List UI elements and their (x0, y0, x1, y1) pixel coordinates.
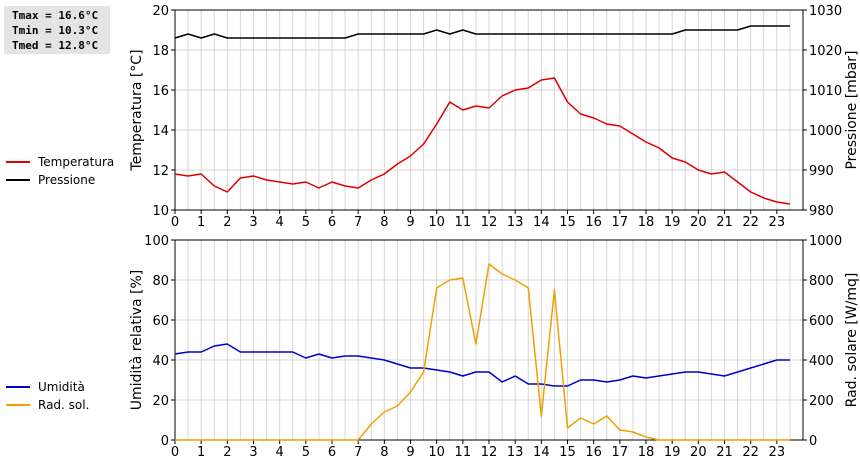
x-tick-label: 0 (171, 215, 179, 230)
x-tick-label: 17 (612, 215, 629, 230)
stats-tmed: Tmed = 12.8°C (12, 39, 99, 52)
x-tick-label: 13 (507, 445, 524, 460)
x-tick-label: 23 (769, 215, 786, 230)
x-tick-label: 4 (276, 215, 284, 230)
y2-tick-label: 200 (809, 394, 834, 409)
series-line-pressione (174, 25, 790, 39)
x-tick-label: 5 (302, 215, 310, 230)
x-tick-label: 18 (638, 445, 655, 460)
y2-tick-label: 980 (809, 204, 834, 219)
x-tick-label: 19 (664, 215, 681, 230)
x-tick-label: 22 (742, 445, 759, 460)
y-tick-label: 12 (152, 164, 169, 179)
y-tick-label: 60 (152, 314, 169, 329)
y-tick-label: 14 (152, 124, 169, 139)
y-tick-label: 20 (152, 4, 169, 19)
y-tick-label: 16 (152, 84, 169, 99)
x-tick-label: 10 (428, 445, 445, 460)
x-tick-label: 8 (380, 215, 388, 230)
legend-label-rad-sol: Rad. sol. (38, 398, 89, 412)
x-tick-label: 15 (559, 215, 576, 230)
y-tick-label: 100 (144, 234, 169, 249)
x-tick-label: 1 (197, 445, 205, 460)
x-tick-label: 2 (223, 215, 231, 230)
y2-tick-label: 400 (809, 354, 834, 369)
x-tick-label: 23 (769, 445, 786, 460)
y-tick-label: 18 (152, 44, 169, 59)
x-tick-label: 13 (507, 215, 524, 230)
y-axis-title: Umidità relativa [%] (129, 270, 145, 411)
x-tick-label: 10 (428, 215, 445, 230)
x-tick-label: 6 (328, 215, 336, 230)
x-tick-label: 11 (455, 445, 472, 460)
x-tick-label: 5 (302, 445, 310, 460)
y-tick-label: 40 (152, 354, 169, 369)
x-tick-label: 16 (585, 215, 602, 230)
x-tick-label: 6 (328, 445, 336, 460)
x-tick-label: 12 (481, 445, 498, 460)
x-tick-label: 3 (249, 445, 257, 460)
y-tick-label: 80 (152, 274, 169, 289)
x-tick-label: 20 (690, 215, 707, 230)
x-tick-label: 14 (533, 215, 550, 230)
x-tick-label: 20 (690, 445, 707, 460)
y-tick-label: 10 (152, 204, 169, 219)
x-tick-label: 19 (664, 445, 681, 460)
x-tick-label: 2 (223, 445, 231, 460)
y2-tick-label: 1010 (809, 84, 842, 99)
y2-tick-label: 0 (809, 434, 817, 449)
y2-axis-title: Pressione [mbar] (844, 50, 860, 169)
series-line-temperatura (174, 77, 791, 205)
x-tick-label: 8 (380, 445, 388, 460)
x-tick-label: 7 (354, 215, 362, 230)
x-tick-label: 14 (533, 445, 550, 460)
legend-label-pressione: Pressione (38, 173, 95, 187)
stats-box: Tmax = 16.6°C Tmin = 10.3°C Tmed = 12.8°… (4, 6, 110, 54)
y-tick-label: 0 (161, 434, 169, 449)
y2-tick-label: 990 (809, 164, 834, 179)
y2-tick-label: 1000 (809, 234, 842, 249)
x-tick-label: 12 (481, 215, 498, 230)
x-tick-label: 22 (742, 215, 759, 230)
y2-tick-label: 800 (809, 274, 834, 289)
x-tick-label: 3 (249, 215, 257, 230)
stats-tmin: Tmin = 10.3°C (12, 24, 99, 37)
x-tick-label: 9 (406, 215, 414, 230)
x-tick-label: 17 (612, 445, 629, 460)
legend-label-umidit: Umidità (38, 380, 85, 394)
y2-tick-label: 600 (809, 314, 834, 329)
x-tick-label: 0 (171, 445, 179, 460)
x-tick-label: 4 (276, 445, 284, 460)
y2-tick-label: 1000 (809, 124, 842, 139)
x-tick-label: 11 (455, 215, 472, 230)
y2-axis-title: Rad. solare [W/mq] (844, 273, 860, 408)
x-tick-label: 1 (197, 215, 205, 230)
x-tick-label: 15 (559, 445, 576, 460)
x-tick-label: 21 (716, 215, 733, 230)
y2-tick-label: 1020 (809, 44, 842, 59)
x-tick-label: 7 (354, 445, 362, 460)
x-tick-label: 21 (716, 445, 733, 460)
y2-tick-label: 1030 (809, 4, 842, 19)
x-tick-label: 18 (638, 215, 655, 230)
x-tick-label: 16 (585, 445, 602, 460)
x-tick-label: 9 (406, 445, 414, 460)
stats-tmax: Tmax = 16.6°C (12, 9, 99, 22)
series-line-rad-sol (175, 263, 790, 441)
series-line-umidit (174, 343, 790, 387)
legend-label-temperatura: Temperatura (37, 155, 114, 169)
y-tick-label: 20 (152, 394, 169, 409)
y-axis-title: Temperatura [°C] (129, 49, 145, 171)
